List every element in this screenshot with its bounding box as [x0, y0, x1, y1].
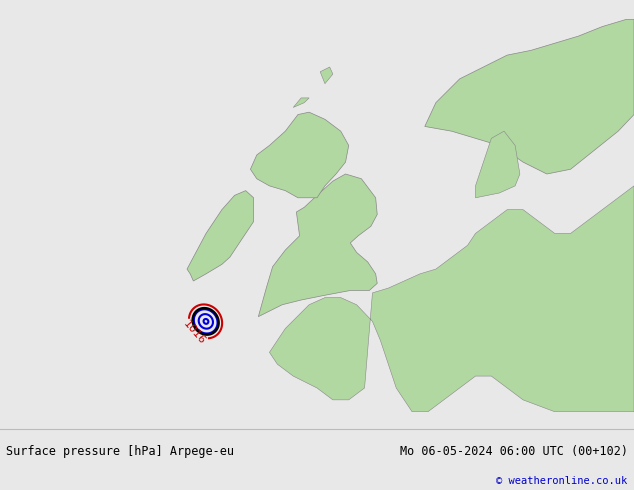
Text: Surface pressure [hPa] Arpege-eu: Surface pressure [hPa] Arpege-eu	[6, 445, 235, 458]
Text: © weatheronline.co.uk: © weatheronline.co.uk	[496, 476, 628, 486]
Text: 1016: 1016	[181, 318, 207, 346]
Polygon shape	[250, 112, 349, 198]
Polygon shape	[425, 20, 634, 174]
Polygon shape	[187, 191, 254, 281]
Text: Mo 06-05-2024 06:00 UTC (00+102): Mo 06-05-2024 06:00 UTC (00+102)	[399, 445, 628, 458]
Polygon shape	[259, 174, 377, 317]
Polygon shape	[269, 186, 634, 412]
Polygon shape	[476, 131, 520, 198]
Polygon shape	[320, 67, 333, 84]
Polygon shape	[293, 98, 309, 107]
